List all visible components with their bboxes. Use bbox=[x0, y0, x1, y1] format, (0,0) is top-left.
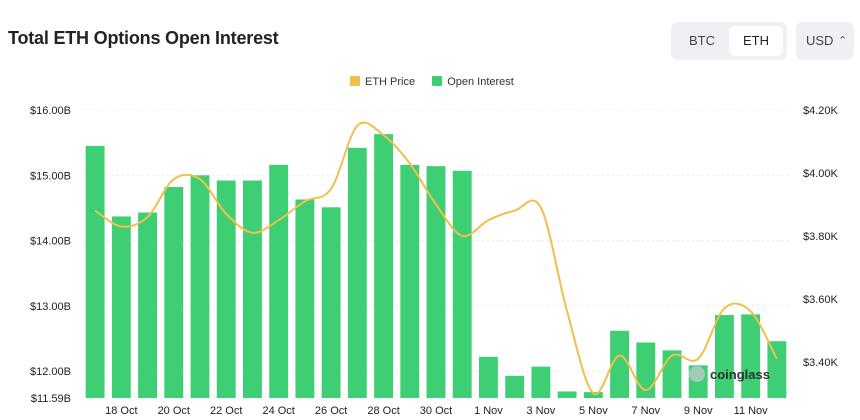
x-tick-label: 20 Oct bbox=[158, 405, 190, 417]
axis-layer: $16.00B $15.00B $14.00B $13.00B $12.00B $11.5… bbox=[30, 105, 839, 417]
oi-bar[interactable] bbox=[557, 391, 577, 398]
coinglass-logo-icon bbox=[689, 366, 705, 382]
watermark-layer: coinglass bbox=[689, 366, 770, 382]
legend-item-open-interest[interactable]: Open Interest bbox=[432, 76, 514, 88]
legend-label-eth-price: ETH Price bbox=[365, 76, 416, 88]
y-left-tick-label: $11.59B bbox=[31, 393, 71, 405]
oi-bar[interactable] bbox=[374, 134, 393, 398]
oi-bar[interactable] bbox=[452, 170, 472, 398]
legend-item-eth-price[interactable]: ETH Price bbox=[350, 76, 415, 88]
oi-bar[interactable] bbox=[531, 366, 551, 398]
legend-label-open-interest: Open Interest bbox=[447, 76, 514, 88]
oi-bar[interactable] bbox=[479, 356, 498, 398]
oi-bar[interactable] bbox=[741, 314, 761, 398]
oi-bar[interactable] bbox=[715, 315, 734, 398]
x-tick-label: 26 Oct bbox=[315, 405, 347, 417]
oi-bar[interactable] bbox=[190, 175, 210, 398]
oi-bar[interactable] bbox=[583, 392, 603, 398]
chart-legend: ETH Price Open Interest bbox=[350, 76, 528, 88]
y-left-tick-label: $12.00B bbox=[30, 366, 71, 378]
legend-swatch-open-interest bbox=[432, 76, 443, 86]
x-tick-label: 24 Oct bbox=[262, 405, 294, 417]
bar-layer bbox=[85, 134, 787, 398]
chevron-updown-icon: ⌃ bbox=[838, 35, 848, 47]
oi-bar[interactable] bbox=[164, 187, 184, 398]
y-left-tick-label: $15.00B bbox=[30, 170, 71, 182]
x-tick-label: 7 Nov bbox=[631, 405, 660, 417]
btc-tab[interactable]: BTC bbox=[689, 33, 715, 48]
oi-bar[interactable] bbox=[767, 341, 787, 398]
oi-bar[interactable] bbox=[243, 180, 262, 398]
y-left-tick-label: $16.00B bbox=[30, 105, 71, 117]
oi-bar[interactable] bbox=[295, 199, 315, 398]
legend-swatch-eth-price bbox=[350, 76, 360, 86]
oi-bar[interactable] bbox=[111, 216, 131, 398]
currency-value: USD bbox=[806, 33, 834, 48]
eth-tab[interactable]: ETH bbox=[729, 26, 783, 56]
y-left-tick-label: $13.00B bbox=[30, 301, 71, 313]
oi-bar[interactable] bbox=[505, 375, 525, 398]
x-tick-label: 9 Nov bbox=[684, 405, 713, 417]
coin-toggle: BTC ETH bbox=[671, 22, 787, 60]
oi-bar[interactable] bbox=[321, 207, 341, 398]
oi-bar[interactable] bbox=[610, 330, 629, 398]
x-tick-label: 3 Nov bbox=[527, 405, 556, 417]
oi-bar[interactable] bbox=[216, 180, 236, 398]
watermark-text: coinglass bbox=[710, 367, 770, 382]
x-tick-label: 11 Nov bbox=[734, 405, 769, 417]
line-layer bbox=[94, 121, 778, 395]
x-tick-label: 22 Oct bbox=[210, 405, 242, 417]
oi-bar[interactable] bbox=[426, 166, 446, 398]
oi-bar[interactable] bbox=[85, 145, 105, 398]
x-tick-label: 18 Oct bbox=[105, 405, 137, 417]
x-tick-label: 30 Oct bbox=[420, 405, 452, 417]
x-tick-label: 5 Nov bbox=[579, 405, 608, 417]
oi-bar[interactable] bbox=[662, 350, 682, 398]
oi-bar[interactable] bbox=[269, 164, 289, 398]
y-right-tick-label: $4.20K bbox=[803, 105, 839, 117]
oi-bar[interactable] bbox=[400, 164, 420, 398]
oi-bar[interactable] bbox=[636, 342, 656, 398]
y-right-tick-label: $3.80K bbox=[803, 231, 839, 243]
y-right-tick-label: $3.40K bbox=[803, 357, 839, 369]
y-right-tick-label: $4.00K bbox=[803, 168, 839, 180]
oi-bar[interactable] bbox=[347, 147, 367, 398]
x-tick-label: 1 Nov bbox=[474, 405, 503, 417]
eth-price-line[interactable] bbox=[94, 121, 778, 395]
y-right-tick-label: $3.60K bbox=[803, 294, 839, 306]
currency-select[interactable]: USD ⌃ bbox=[796, 22, 854, 60]
y-left-tick-label: $14.00B bbox=[30, 236, 71, 248]
oi-bar[interactable] bbox=[138, 212, 157, 398]
x-tick-label: 28 Oct bbox=[367, 405, 399, 417]
page-title: Total ETH Options Open Interest bbox=[8, 28, 279, 48]
